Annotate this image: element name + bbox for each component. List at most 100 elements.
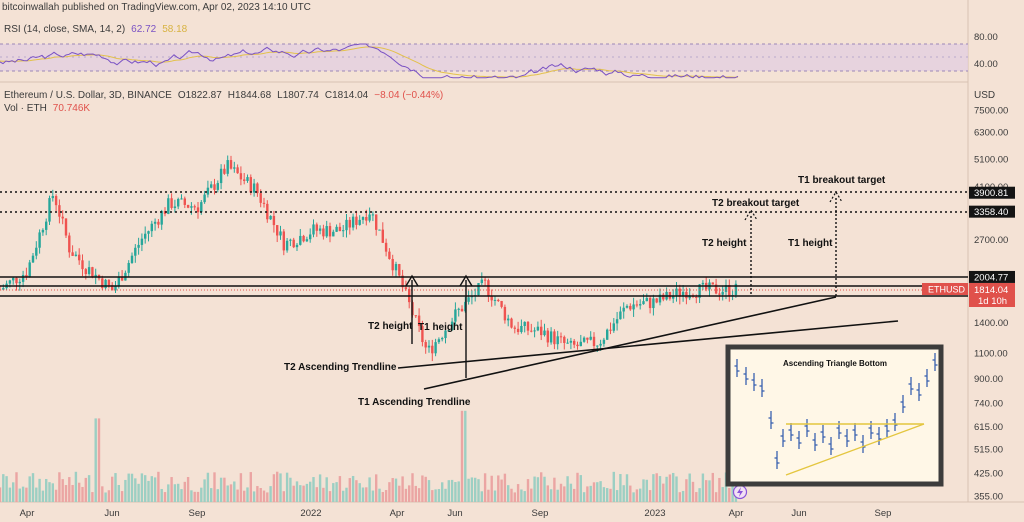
- lightning-icon-glyph: [737, 487, 743, 497]
- volume-bar: [41, 490, 45, 502]
- candle-body: [137, 244, 140, 248]
- volume-bar: [698, 488, 701, 502]
- candle-body: [177, 198, 180, 207]
- last-price-box: [969, 283, 1015, 307]
- candle-body: [450, 321, 454, 331]
- price-tick-label: 740.00: [974, 399, 1003, 410]
- volume-bar: [117, 484, 120, 502]
- volume-bar: [688, 473, 691, 502]
- volume-bar: [589, 485, 592, 502]
- price-tick-label: 7500.00: [974, 106, 1008, 117]
- t1-height-label-left: T1 height: [418, 322, 463, 333]
- candle-body: [421, 326, 424, 343]
- volume-bar: [483, 473, 487, 502]
- volume-bar: [262, 490, 266, 502]
- t1-height-arrowhead-left: [459, 274, 473, 287]
- volume-bar: [701, 473, 705, 502]
- volume-bar: [622, 485, 625, 502]
- volume-bar: [721, 487, 724, 502]
- time-tick-label: Jun: [104, 508, 119, 519]
- volume-bar: [348, 478, 351, 502]
- price-tick-label: 2004.77: [974, 272, 1008, 283]
- legend-close: C1814.04: [325, 90, 369, 101]
- volume-bar: [252, 491, 256, 502]
- volume-bar: [599, 481, 602, 502]
- volume-bar: [157, 471, 160, 502]
- volume-bar: [84, 477, 87, 502]
- candle-body: [180, 198, 183, 200]
- candle-body: [516, 328, 520, 333]
- volume-bar: [375, 474, 378, 502]
- volume-bar: [335, 482, 338, 502]
- candle-body: [15, 277, 18, 284]
- candle-body: [120, 276, 124, 281]
- candle-body: [68, 235, 71, 253]
- volume-bar: [437, 489, 441, 502]
- volume-bar: [21, 486, 25, 502]
- volume-bar: [219, 477, 223, 502]
- volume-bar: [355, 480, 358, 502]
- volume-bar: [279, 473, 282, 502]
- candle-body: [2, 288, 5, 290]
- rsi-line: [0, 43, 739, 79]
- candle-body: [342, 230, 345, 232]
- candle-body: [167, 198, 170, 214]
- volume-bar: [332, 483, 335, 502]
- candle-body: [81, 260, 84, 270]
- candle-body: [31, 255, 35, 263]
- candle-body: [582, 337, 586, 342]
- candle-body: [510, 318, 513, 328]
- candle-body: [302, 235, 305, 242]
- candle-body: [160, 211, 163, 225]
- volume-bar: [167, 484, 170, 502]
- candle-body: [434, 342, 437, 354]
- volume-bar: [510, 488, 513, 502]
- candle-body: [675, 288, 678, 296]
- candle-body: [612, 323, 615, 331]
- candle-body: [243, 179, 246, 181]
- volume-bar: [490, 475, 493, 502]
- candle-body: [563, 336, 566, 343]
- volume-bar: [137, 483, 140, 502]
- candle-body: [259, 193, 262, 203]
- candle-body: [355, 216, 358, 225]
- volume-bar: [592, 482, 596, 502]
- volume-bar: [345, 487, 348, 502]
- candle-body: [25, 274, 28, 277]
- volume-bar: [94, 418, 97, 502]
- volume-bar: [177, 483, 180, 502]
- candle-body: [256, 183, 259, 194]
- candle-body: [592, 336, 596, 347]
- volume-bar: [467, 478, 470, 502]
- volume-bar: [292, 485, 295, 502]
- volume-bar: [711, 472, 714, 502]
- ethusd-tag: [922, 283, 968, 295]
- candle-body: [619, 311, 622, 320]
- candle-body: [526, 321, 530, 331]
- inset-price-bars: [734, 353, 938, 469]
- volume-bar: [107, 490, 111, 502]
- candle-body: [183, 198, 186, 205]
- candle-body: [556, 336, 559, 345]
- candle-body: [223, 168, 226, 174]
- candle-body: [477, 283, 480, 296]
- volume-bar: [127, 473, 130, 502]
- candle-body: [681, 291, 685, 297]
- volume-bar: [183, 481, 186, 502]
- volume-bar: [144, 475, 147, 502]
- candle-body: [200, 202, 203, 213]
- price-axis: USD 7500.006300.005100.004100.003900.813…: [969, 90, 1015, 503]
- volume-bar: [74, 471, 78, 502]
- volume-bar: [516, 484, 520, 502]
- time-tick-label: Jun: [447, 508, 462, 519]
- volume-bar: [120, 491, 124, 502]
- volume-bar: [216, 489, 219, 502]
- t2-trendline-label: T2 Ascending Trendline: [284, 362, 397, 373]
- volume-bar: [51, 483, 54, 502]
- candle-body: [186, 204, 190, 208]
- candle-body: [642, 301, 645, 305]
- volume-bar: [536, 477, 540, 502]
- volume-bar: [0, 487, 2, 502]
- volume-bar: [559, 483, 563, 502]
- candle-body: [579, 341, 582, 347]
